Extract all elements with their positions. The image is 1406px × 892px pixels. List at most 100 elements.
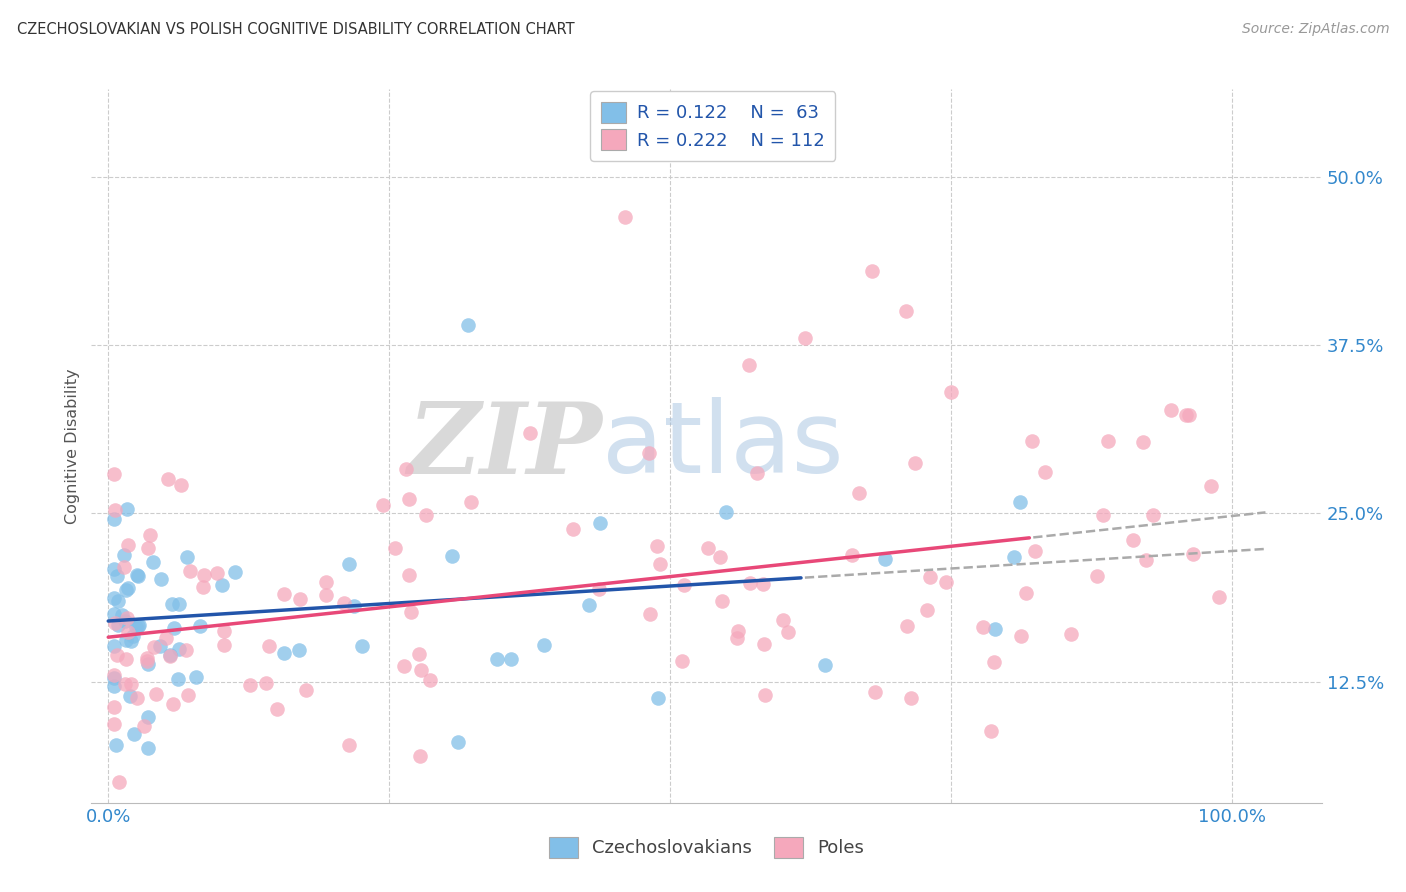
Point <box>980 724 1002 739</box>
Point <box>105 569 128 583</box>
Point <box>136 541 159 556</box>
Point <box>122 727 145 741</box>
Point <box>896 618 918 632</box>
Point <box>160 597 183 611</box>
Point <box>776 625 799 640</box>
Point <box>315 587 337 601</box>
Point <box>127 619 149 633</box>
Point <box>163 621 186 635</box>
Point <box>411 663 433 677</box>
Point <box>1011 629 1033 643</box>
Point <box>136 740 159 755</box>
Point <box>350 639 373 653</box>
Point <box>672 578 695 592</box>
Point <box>107 593 129 607</box>
Point <box>143 640 166 654</box>
Point <box>1142 508 1164 522</box>
Point <box>193 567 215 582</box>
Point <box>392 658 415 673</box>
Point <box>120 676 142 690</box>
Point <box>188 619 211 633</box>
Point <box>159 649 181 664</box>
Point <box>103 591 125 606</box>
Point <box>108 774 131 789</box>
Point <box>103 679 125 693</box>
Point <box>112 559 135 574</box>
Point <box>1178 409 1201 423</box>
Point <box>640 607 662 621</box>
Point <box>384 541 406 555</box>
Point <box>1091 508 1114 522</box>
Point <box>142 556 165 570</box>
Point <box>120 633 142 648</box>
Point <box>128 618 150 632</box>
Point <box>117 538 139 552</box>
Point <box>239 678 262 692</box>
Point <box>983 656 1005 670</box>
Point <box>533 638 555 652</box>
Point <box>136 657 159 672</box>
Point <box>1024 544 1046 558</box>
Point <box>1021 434 1043 449</box>
Point <box>984 622 1007 636</box>
Point <box>315 574 337 589</box>
Point <box>273 646 295 660</box>
Point <box>614 210 637 224</box>
Point <box>125 620 148 634</box>
Point <box>176 688 198 702</box>
Point <box>254 675 277 690</box>
Point <box>637 446 659 460</box>
Point <box>1033 465 1056 479</box>
Point <box>709 549 731 564</box>
Point <box>166 673 188 687</box>
Point <box>114 614 136 628</box>
Point <box>696 541 718 555</box>
Point <box>103 668 125 682</box>
Point <box>104 616 127 631</box>
Point <box>288 591 311 606</box>
Point <box>900 690 922 705</box>
Point <box>1132 434 1154 449</box>
Point <box>578 599 600 613</box>
Point <box>145 687 167 701</box>
Point <box>1097 434 1119 448</box>
Point <box>125 567 148 582</box>
Point <box>747 466 769 480</box>
Point <box>112 548 135 562</box>
Point <box>408 647 430 661</box>
Point <box>841 548 863 562</box>
Point <box>174 643 197 657</box>
Point <box>122 629 145 643</box>
Point <box>395 461 418 475</box>
Point <box>167 641 190 656</box>
Point <box>333 596 356 610</box>
Point <box>103 640 125 654</box>
Point <box>115 651 138 665</box>
Point <box>935 575 957 590</box>
Text: CZECHOSLOVAKIAN VS POLISH COGNITIVE DISABILITY CORRELATION CHART: CZECHOSLOVAKIAN VS POLISH COGNITIVE DISA… <box>17 22 575 37</box>
Point <box>1060 627 1083 641</box>
Point <box>793 331 815 345</box>
Point <box>716 505 738 519</box>
Point <box>111 607 134 622</box>
Point <box>1208 590 1230 604</box>
Point <box>115 501 138 516</box>
Point <box>645 539 668 553</box>
Point <box>371 498 394 512</box>
Point <box>1199 479 1222 493</box>
Point <box>460 495 482 509</box>
Point <box>103 671 125 685</box>
Point <box>737 358 759 372</box>
Point <box>1160 403 1182 417</box>
Point <box>1015 586 1038 600</box>
Point <box>125 691 148 706</box>
Text: Source: ZipAtlas.com: Source: ZipAtlas.com <box>1241 22 1389 37</box>
Point <box>149 572 172 586</box>
Point <box>149 639 172 653</box>
Point <box>588 516 610 530</box>
Text: atlas: atlas <box>602 398 844 494</box>
Point <box>162 697 184 711</box>
Point <box>273 587 295 601</box>
Point <box>211 578 233 592</box>
Point <box>207 566 229 580</box>
